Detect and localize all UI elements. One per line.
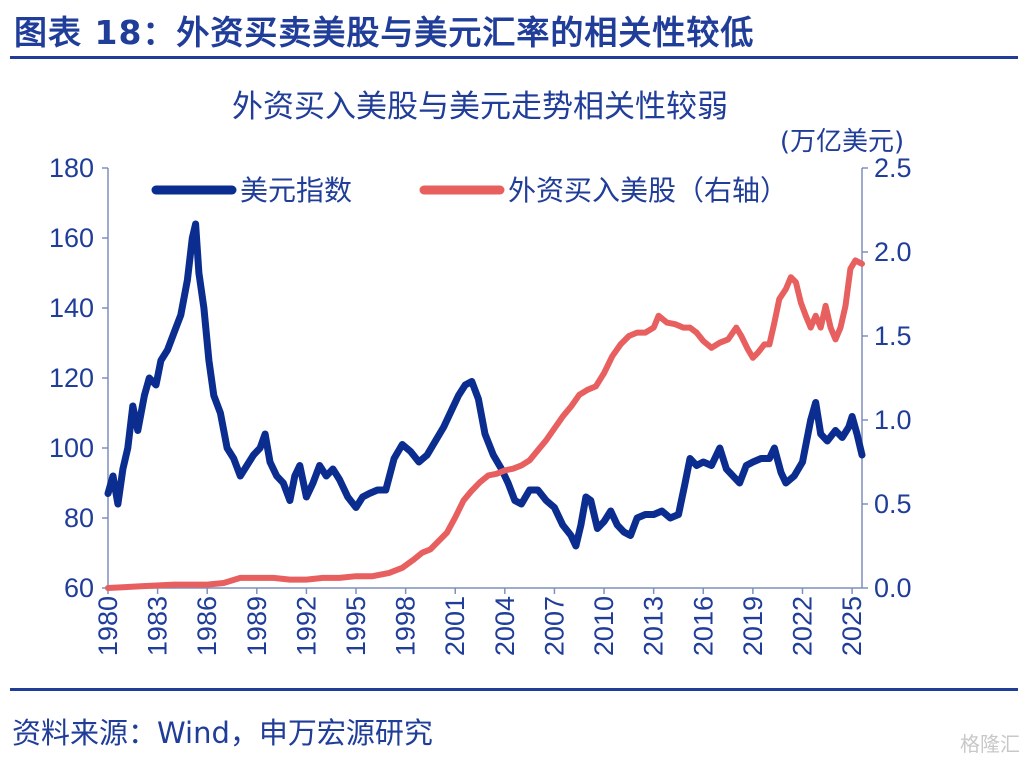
left-tick-label: 60 [64,573,94,603]
left-tick-label: 180 [49,153,94,183]
foreign-buying-line [105,257,865,591]
right-tick-label: 2.5 [874,153,912,183]
usd-index-line [104,220,866,550]
chart-title: 外资买入美股与美元走势相关性较弱 [232,89,728,125]
right-axis-unit: (万亿美元) [780,127,904,157]
x-tick-label: 1980 [93,596,123,656]
x-tick-label: 2010 [589,596,619,656]
title-rule [10,56,1018,59]
x-tick-label: 1998 [391,596,421,656]
x-tick-label: 1983 [143,596,173,656]
x-tick-label: 2025 [837,596,867,656]
left-tick-label: 100 [49,433,94,463]
left-tick-label: 80 [64,503,94,533]
legend-foreign-label: 外资买入美股（右轴） [508,174,788,207]
x-tick-label: 2007 [539,596,569,656]
axes: 60 80 100 120 140 160 180 0.0 0.5 1.0 1.5 2.0 2.5 198… [49,153,912,656]
right-tick-label: 2.0 [874,237,912,267]
x-tick-label: 1989 [242,596,272,656]
legend-usd-label: 美元指数 [240,174,352,207]
x-tick-label: 2022 [787,596,817,656]
right-tick-label: 0.0 [874,573,912,603]
right-tick-label: 0.5 [874,489,912,519]
left-tick-label: 160 [49,223,94,253]
x-tick-label: 2016 [688,596,718,656]
left-tick-label: 120 [49,363,94,393]
legend: 美元指数 外资买入美股（右轴） [151,174,788,207]
right-tick-label: 1.5 [874,321,912,351]
source-note: 资料来源：Wind，申万宏源研究 [12,716,433,750]
x-tick-label: 2013 [639,596,669,656]
x-tick-label: 1992 [291,596,321,656]
x-tick-label: 2001 [440,596,470,656]
series-layer [104,220,866,591]
x-tick-label: 1995 [341,596,371,656]
chart-svg: 外资买入美股与美元走势相关性较弱 (万亿美元) 60 80 100 120 140 160… [49,89,912,656]
right-tick-label: 1.0 [874,405,912,435]
watermark: 格隆汇 [960,732,1020,756]
footer-rule [10,688,1018,691]
x-tick-label: 2004 [490,596,520,656]
left-tick-label: 140 [49,293,94,323]
x-tick-label: 2019 [738,596,768,656]
x-tick-label: 1986 [192,596,222,656]
figure-title: 图表 18：外资买卖美股与美元汇率的相关性较低 [14,13,755,52]
